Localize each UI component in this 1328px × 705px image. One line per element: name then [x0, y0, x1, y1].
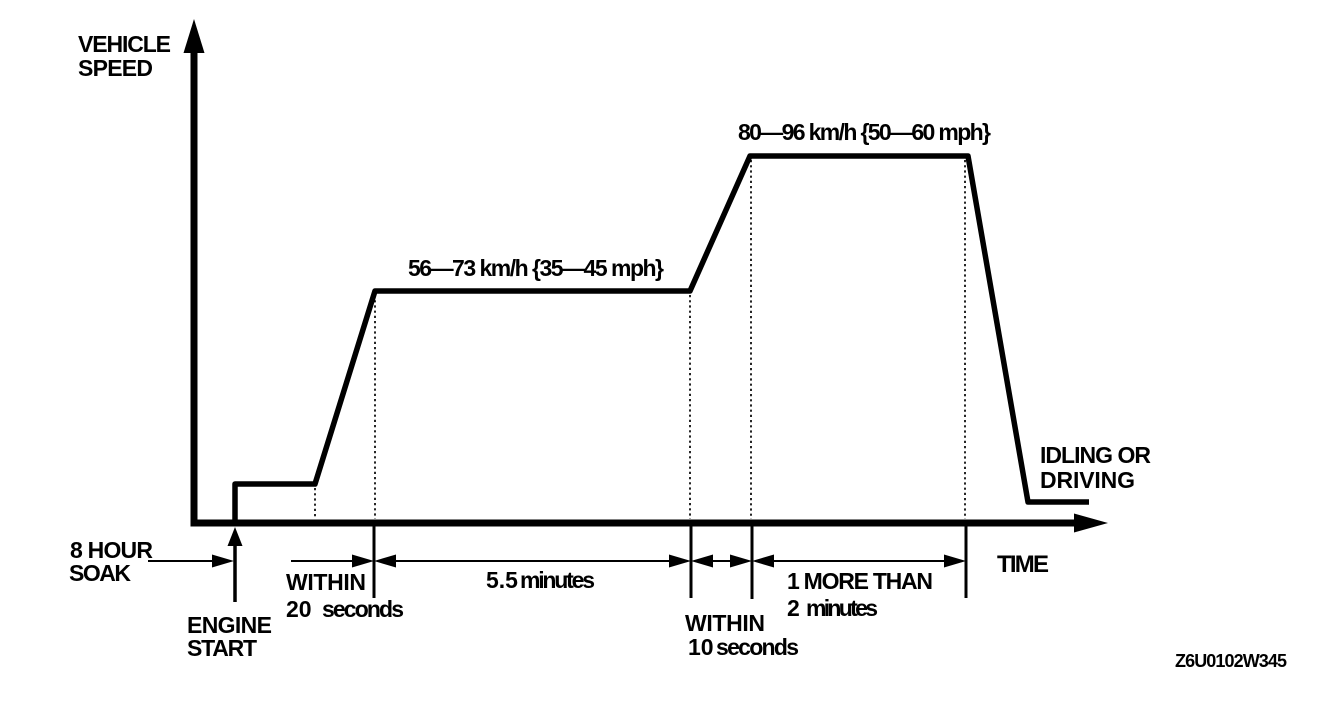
svg-text:START: START [187, 635, 257, 661]
svg-text:SOAK: SOAK [69, 560, 131, 586]
svg-text:SPEED: SPEED [78, 55, 153, 81]
svg-text:WITHIN: WITHIN [685, 610, 765, 636]
svg-text:2: 2 [787, 595, 800, 621]
svg-text:seconds: seconds [716, 634, 799, 660]
svg-text:5.5: 5.5 [486, 567, 518, 593]
svg-text:20: 20 [286, 596, 312, 622]
svg-text:TIME: TIME [997, 551, 1049, 578]
svg-text:VEHICLE: VEHICLE [78, 31, 171, 57]
svg-text:ENGINE: ENGINE [187, 612, 272, 638]
svg-text:56—73 km/h {35—45 mph}: 56—73 km/h {35—45 mph} [408, 255, 664, 281]
svg-text:Z6U0102W345: Z6U0102W345 [1175, 651, 1287, 671]
svg-text:1 MORE THAN: 1 MORE THAN [787, 568, 933, 594]
svg-text:8 HOUR: 8 HOUR [70, 537, 153, 563]
svg-text:80—96 km/h {50—60 mph}: 80—96 km/h {50—60 mph} [738, 119, 991, 145]
svg-text:WITHIN: WITHIN [286, 569, 366, 595]
svg-text:minutes: minutes [520, 567, 595, 593]
svg-text:DRIVING: DRIVING [1040, 467, 1135, 493]
svg-text:10: 10 [688, 634, 714, 660]
svg-text:minutes: minutes [806, 595, 878, 621]
svg-text:IDLING OR: IDLING OR [1040, 442, 1151, 468]
svg-text:seconds: seconds [322, 596, 404, 622]
